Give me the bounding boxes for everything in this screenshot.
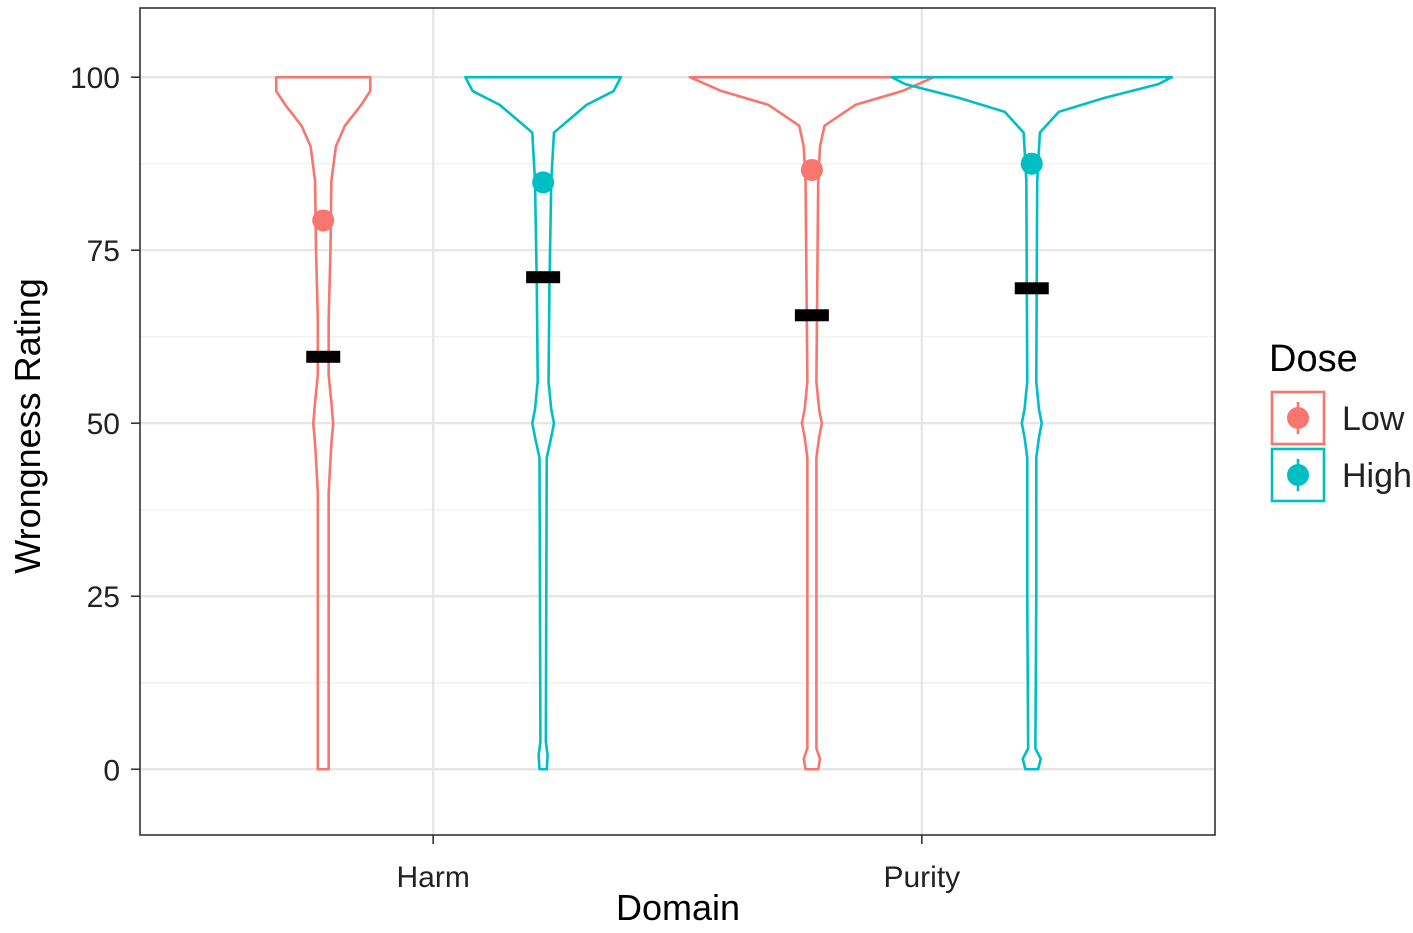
violin-low-harm <box>274 75 372 771</box>
median-bar-high-purity <box>1014 282 1049 295</box>
legend-entries: Low High <box>1270 390 1412 503</box>
summary-markers <box>306 152 1049 363</box>
violin-low-purity <box>688 75 936 771</box>
x-tick-label: Purity <box>883 861 960 894</box>
violin-high-purity <box>890 75 1174 771</box>
legend-label: High <box>1342 457 1412 495</box>
y-tick-label: 50 <box>87 408 120 441</box>
legend-label: Low <box>1342 400 1405 438</box>
legend-key-point <box>1287 464 1309 486</box>
axes: 0 25 50 75 100 Harm Purity <box>70 62 960 894</box>
y-tick-label: 75 <box>87 235 120 268</box>
violin-high-harm <box>464 75 623 771</box>
panel-background <box>140 8 1215 835</box>
y-tick-label: 25 <box>87 581 120 614</box>
y-axis-title: Wrongness Rating <box>7 278 48 574</box>
legend-item-low: Low <box>1270 390 1405 446</box>
legend-item-high: High <box>1270 447 1412 503</box>
legend-title: Dose <box>1269 338 1358 380</box>
median-bar-low-harm <box>306 350 341 363</box>
mean-point-low-harm <box>312 209 335 232</box>
y-tick-label: 100 <box>70 62 120 95</box>
x-axis-title: Domain <box>616 887 740 928</box>
legend-key-box <box>1270 390 1326 446</box>
panel-border <box>139 7 1216 836</box>
violins <box>274 75 1174 771</box>
mean-point-high-harm <box>532 171 555 194</box>
x-tick-label: Harm <box>397 861 470 894</box>
mean-point-high-purity <box>1020 152 1043 175</box>
mean-point-low-purity <box>800 158 823 181</box>
legend-key-point <box>1287 407 1309 429</box>
median-bar-low-purity <box>794 309 829 322</box>
median-bar-high-harm <box>526 271 561 284</box>
y-tick-label: 0 <box>103 754 120 787</box>
legend: Dose Low High <box>1269 338 1412 503</box>
